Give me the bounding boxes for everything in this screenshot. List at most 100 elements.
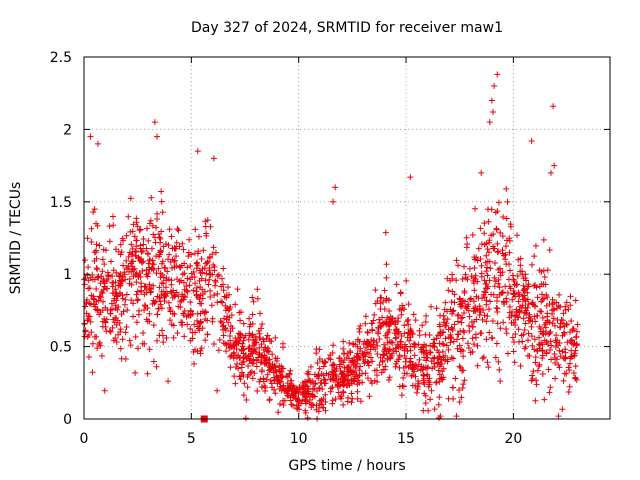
data-point xyxy=(477,255,484,262)
data-point xyxy=(136,227,143,234)
data-point xyxy=(197,300,204,307)
data-point xyxy=(369,326,376,333)
data-point xyxy=(515,326,522,333)
data-point xyxy=(108,300,115,307)
data-point xyxy=(434,332,441,339)
data-point xyxy=(252,346,259,353)
data-point xyxy=(181,260,188,267)
data-point xyxy=(102,247,109,254)
data-point xyxy=(305,391,312,398)
data-point xyxy=(145,237,152,244)
data-point xyxy=(341,350,348,357)
data-point xyxy=(437,312,444,319)
data-point xyxy=(531,313,538,320)
data-point xyxy=(459,335,466,342)
data-point xyxy=(313,345,320,352)
data-point xyxy=(386,338,393,345)
data-point xyxy=(539,355,546,362)
data-point xyxy=(98,273,105,280)
data-point xyxy=(535,363,542,370)
data-point xyxy=(85,313,92,320)
data-point xyxy=(140,330,147,337)
data-point xyxy=(455,311,462,318)
data-point xyxy=(214,273,221,280)
data-point xyxy=(177,298,184,305)
data-point xyxy=(364,375,371,382)
data-point xyxy=(494,71,501,78)
data-point xyxy=(439,376,446,383)
data-point xyxy=(245,353,252,360)
data-point xyxy=(277,372,284,379)
data-point xyxy=(211,292,218,299)
data-point xyxy=(458,346,465,353)
data-point xyxy=(448,354,455,361)
data-point xyxy=(189,274,196,281)
data-point xyxy=(566,367,573,374)
data-point xyxy=(332,184,339,191)
data-point xyxy=(210,155,217,162)
data-point xyxy=(113,269,120,276)
data-point xyxy=(330,342,337,349)
data-point xyxy=(553,299,560,306)
data-point xyxy=(316,398,323,405)
data-point xyxy=(447,331,454,338)
data-point xyxy=(532,397,539,404)
data-point xyxy=(559,332,566,339)
data-point xyxy=(238,347,245,354)
data-point xyxy=(202,316,209,323)
data-point xyxy=(394,341,401,348)
data-point xyxy=(539,330,546,337)
data-point xyxy=(110,222,117,229)
data-point xyxy=(514,232,521,239)
data-point xyxy=(365,350,372,357)
data-point xyxy=(486,119,493,126)
data-point xyxy=(491,274,498,281)
data-point xyxy=(533,381,540,388)
data-point xyxy=(336,363,343,370)
data-point xyxy=(204,258,211,265)
data-point xyxy=(320,372,327,379)
data-point xyxy=(93,265,100,272)
data-point xyxy=(442,335,449,342)
data-point xyxy=(148,245,155,252)
data-point xyxy=(349,395,356,402)
data-point xyxy=(149,257,156,264)
data-point xyxy=(475,245,482,252)
data-point xyxy=(440,354,447,361)
data-point xyxy=(534,367,541,374)
data-point xyxy=(384,334,391,341)
data-point xyxy=(135,345,142,352)
data-point xyxy=(556,364,563,371)
data-point xyxy=(254,286,261,293)
data-point xyxy=(133,279,140,286)
data-point xyxy=(139,340,146,347)
data-point xyxy=(411,352,418,359)
data-point xyxy=(146,318,153,325)
data-point xyxy=(515,314,522,321)
data-point xyxy=(262,387,269,394)
data-point xyxy=(194,259,201,266)
data-point xyxy=(514,313,521,320)
data-point xyxy=(227,353,234,360)
data-point xyxy=(264,332,271,339)
data-point xyxy=(264,347,271,354)
data-point xyxy=(406,337,413,344)
data-point xyxy=(184,275,191,282)
data-point xyxy=(354,360,361,367)
data-point xyxy=(171,257,178,264)
tick-marks xyxy=(83,56,610,420)
data-point xyxy=(145,260,152,267)
data-point xyxy=(219,299,226,306)
data-point xyxy=(409,382,416,389)
data-point xyxy=(528,137,535,144)
data-point xyxy=(249,311,256,318)
data-point xyxy=(140,258,147,265)
data-point xyxy=(449,310,456,317)
data-point xyxy=(572,363,579,370)
data-point xyxy=(399,382,406,389)
data-point xyxy=(99,268,106,275)
data-point xyxy=(264,371,271,378)
data-point xyxy=(291,390,298,397)
data-point xyxy=(450,338,457,345)
